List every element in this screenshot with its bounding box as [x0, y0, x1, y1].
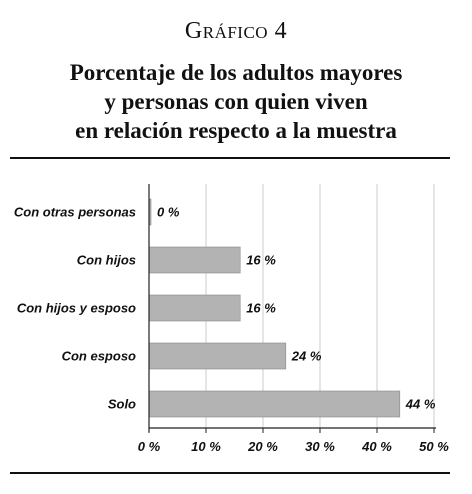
- title-line-1: Porcentaje de los adultos mayores: [69, 60, 403, 85]
- x-tick-label: 20 %: [247, 439, 278, 454]
- title-line-2: y personas con quien viven: [104, 89, 368, 114]
- bar: [148, 342, 287, 370]
- data-label: 16 %: [246, 253, 276, 268]
- data-label: 16 %: [246, 301, 276, 316]
- x-tick-label: 0 %: [138, 439, 161, 454]
- data-label: 24 %: [291, 349, 322, 364]
- category-label: Solo: [108, 397, 136, 412]
- title-line-3: en relación respecto a la muestra: [75, 118, 397, 143]
- category-label: Con esposo: [62, 349, 136, 364]
- bar: [148, 294, 241, 322]
- bottom-rule: [10, 472, 450, 474]
- category-label: Con hijos y esposo: [17, 301, 136, 316]
- bar: [148, 390, 401, 418]
- data-label: 0 %: [157, 205, 180, 220]
- data-label: 44 %: [405, 397, 436, 412]
- x-tick-label: 40 %: [361, 439, 392, 454]
- category-label: Con hijos: [77, 253, 136, 268]
- category-label: Con otras personas: [14, 205, 136, 220]
- chart-title: Porcentaje de los adultos mayores y pers…: [0, 58, 472, 145]
- chart-label: Gráfico 4: [184, 18, 288, 44]
- bar: [148, 246, 241, 274]
- x-tick-label: 10 %: [191, 439, 221, 454]
- top-rule: [10, 157, 450, 159]
- x-tick-label: 50 %: [419, 439, 449, 454]
- x-tick-label: 30 %: [305, 439, 335, 454]
